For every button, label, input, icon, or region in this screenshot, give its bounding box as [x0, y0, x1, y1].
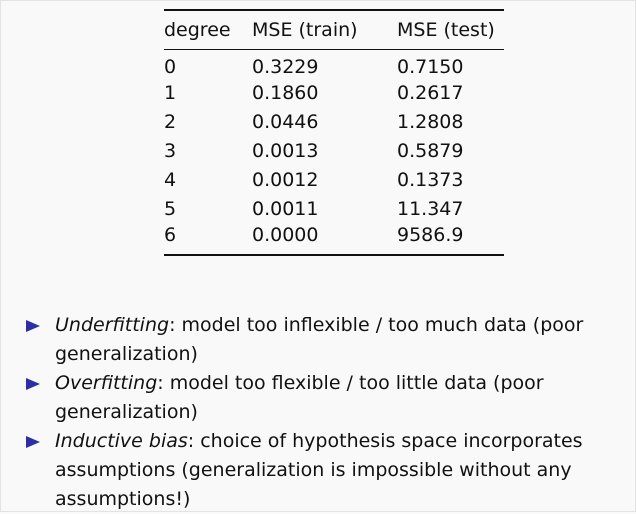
table-row: 1 0.1860 0.2617 [164, 79, 504, 108]
bullet-item-underfitting: Underfitting: model too inflexible / too… [25, 311, 615, 369]
table-row: 2 0.0446 1.2808 [164, 108, 504, 137]
triangle-right-icon [26, 378, 40, 390]
triangle-right-icon [26, 436, 40, 448]
cell-mse-train-best: 0.0000 [252, 223, 319, 246]
cell-mse-test-best: 0.1373 [397, 169, 464, 191]
header-mse-train: MSE (train) [252, 19, 358, 41]
cell-mse-test: 0.2617 [397, 82, 464, 104]
bullet-term: Underfitting [55, 314, 170, 336]
cell-mse-test: 9586.9 [397, 223, 464, 246]
bullet-list: Underfitting: model too inflexible / too… [25, 311, 615, 514]
cell-mse-test: 0.5879 [397, 140, 464, 162]
table-row: 4 0.0012 0.1373 [164, 166, 504, 195]
bullet-item-overfitting: Overfitting: model too flexible / too li… [25, 369, 615, 427]
triangle-right-icon [26, 320, 40, 332]
cell-degree: 4 [164, 169, 177, 191]
cell-mse-train: 0.0013 [252, 140, 319, 162]
cell-degree: 0 [164, 56, 177, 79]
cell-mse-test: 11.347 [397, 198, 464, 220]
cell-mse-train: 0.0012 [252, 169, 319, 191]
bullet-term: Inductive bias [55, 430, 188, 452]
bullet-text: : choice of hypothesis space incorporate… [55, 430, 583, 510]
cell-mse-train: 0.0446 [252, 111, 319, 133]
table-row: 6 0.0000 9586.9 [164, 224, 504, 255]
cell-mse-train: 0.0011 [252, 198, 319, 220]
bullet-text: : model too inflexible / too much data (… [55, 314, 584, 365]
bullet-text: : model too flexible / too little data (… [55, 372, 544, 423]
table-row: 5 0.0011 11.347 [164, 195, 504, 224]
cell-mse-test: 1.2808 [397, 111, 464, 133]
bullet-item-inductive-bias: Inductive bias: choice of hypothesis spa… [25, 427, 615, 514]
bullet-term: Overfitting [55, 372, 158, 394]
header-mse-test: MSE (test) [397, 19, 495, 41]
cell-degree: 3 [164, 140, 177, 162]
cell-mse-train: 0.3229 [252, 56, 319, 79]
cell-degree: 6 [164, 223, 177, 246]
table-row: 3 0.0013 0.5879 [164, 137, 504, 166]
table-row: 0 0.3229 0.7150 [164, 50, 504, 79]
cell-mse-train: 0.1860 [252, 82, 319, 104]
cell-degree: 5 [164, 198, 177, 220]
cell-mse-test: 0.7150 [397, 56, 464, 79]
table-header-row: degree MSE (train) MSE (test) [164, 10, 504, 50]
mse-results-table: degree MSE (train) MSE (test) 0 0.3229 0… [164, 9, 504, 256]
cell-degree: 1 [164, 82, 177, 104]
header-degree: degree [164, 19, 231, 41]
cell-degree: 2 [164, 111, 177, 133]
